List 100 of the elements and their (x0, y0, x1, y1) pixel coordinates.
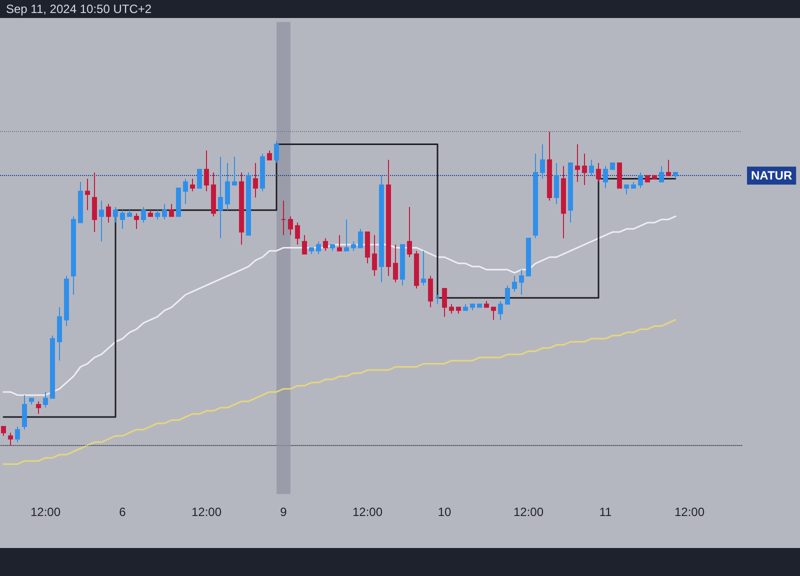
candlestick (22, 394, 27, 430)
candlestick (596, 162, 601, 182)
candlestick (204, 150, 209, 192)
candlestick (407, 206, 412, 258)
candlestick (547, 131, 552, 202)
candlestick (64, 275, 69, 327)
candlestick (71, 216, 76, 296)
candlestick (610, 162, 615, 170)
candlestick (274, 140, 279, 164)
candlestick (344, 218, 349, 252)
candlestick (393, 244, 398, 283)
candlestick (239, 172, 244, 246)
candlestick (141, 206, 146, 224)
candlestick (561, 166, 566, 239)
candlestick (29, 398, 34, 406)
candlestick (197, 168, 202, 189)
candlestick (484, 300, 489, 308)
x-tick-label: 12:00 (30, 505, 61, 519)
candlestick (323, 238, 328, 252)
candlestick (92, 172, 97, 233)
candlestick (659, 166, 664, 182)
candlestick (673, 172, 678, 180)
candlestick (575, 144, 580, 182)
candlestick (260, 153, 265, 192)
x-tick-label: 12:00 (191, 505, 222, 519)
candlestick (50, 335, 55, 399)
candlestick (533, 153, 538, 239)
candlestick (176, 188, 181, 217)
candlestick (540, 144, 545, 180)
candlestick (190, 178, 195, 192)
candlestick (85, 178, 90, 211)
candlestick (666, 159, 671, 176)
candlestick (498, 300, 503, 320)
candlestick (316, 240, 321, 254)
candlestick (253, 162, 258, 198)
candlestick (288, 216, 293, 236)
x-tick-label: 12:00 (674, 505, 705, 519)
candlestick (519, 269, 524, 296)
candlestick (36, 400, 41, 414)
candlestick (428, 275, 433, 308)
x-tick-label: 6 (119, 505, 126, 519)
candlestick (337, 234, 342, 252)
candlestick (162, 203, 167, 220)
chart-title: Sep 11, 2024 10:50 UTC+2 (0, 0, 800, 18)
candlestick (603, 166, 608, 189)
candlestick (589, 159, 594, 176)
candlestick (120, 210, 125, 230)
candlestick (113, 206, 118, 224)
candlestick (421, 250, 426, 286)
candlestick (127, 210, 132, 217)
x-tick-label: 11 (599, 505, 612, 519)
candlestick (106, 203, 111, 224)
candlestick (463, 304, 468, 311)
candlestick (155, 210, 160, 220)
candlestick (477, 304, 482, 308)
candlestick (8, 432, 13, 446)
candlestick (442, 288, 447, 318)
candlestick (330, 244, 335, 252)
candlestick (365, 232, 370, 264)
candlestick (267, 150, 272, 160)
candlestick (211, 172, 216, 217)
x-tick-label: 12:00 (352, 505, 383, 519)
x-tick-label: 9 (280, 505, 288, 519)
candlestick (582, 153, 587, 186)
candlestick (148, 210, 153, 217)
candlestick (512, 275, 517, 292)
candlestick (617, 162, 622, 189)
candlestick (57, 306, 62, 362)
candlestick (295, 222, 300, 246)
candlestick (225, 162, 230, 211)
candlestick (15, 426, 20, 443)
candlestick (470, 304, 475, 311)
candlestick (379, 175, 384, 283)
x-tick-label: 10 (438, 505, 452, 519)
candlestick (526, 238, 531, 276)
candlestick (281, 200, 286, 236)
candlestick (386, 159, 391, 276)
candlestick (456, 306, 461, 314)
x-tick-label: 12:00 (513, 505, 544, 519)
candlestick (358, 228, 363, 248)
candlestick (554, 162, 559, 204)
candlestick (638, 172, 643, 189)
candlestick (43, 391, 48, 408)
candlestick (372, 234, 377, 276)
candlestick (78, 181, 83, 224)
candlestick (232, 156, 237, 186)
candlestick (400, 244, 405, 286)
candlestick (568, 162, 573, 224)
candlestick (218, 156, 223, 239)
candlestick (134, 212, 139, 230)
candlestick (631, 181, 636, 189)
candlestick (414, 250, 419, 289)
candlestick (183, 178, 188, 204)
candlestick (645, 175, 650, 182)
candlestick (491, 306, 496, 320)
candlestick (99, 200, 104, 242)
candlestick (652, 175, 657, 180)
candlestick (169, 203, 174, 217)
candlestick (302, 234, 307, 254)
candlestick (449, 304, 454, 314)
